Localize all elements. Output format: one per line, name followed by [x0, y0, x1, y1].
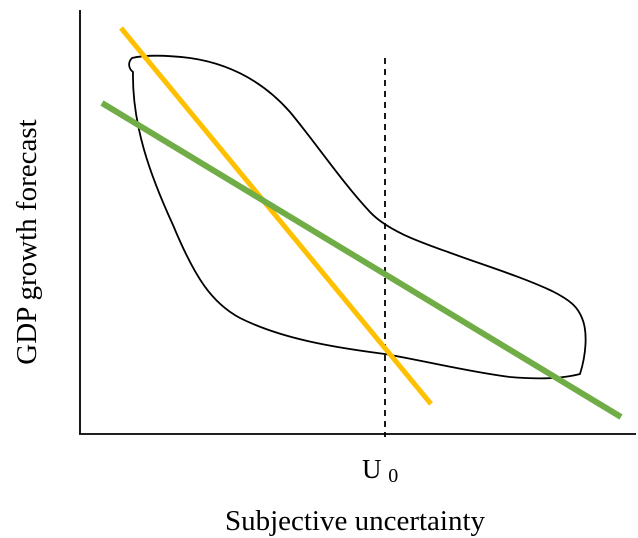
- shallow-trend-line: [100, 100, 623, 420]
- threshold-label-subscript: 0: [388, 465, 398, 487]
- threshold-label-main: U: [362, 454, 382, 484]
- steep-trend-line: [119, 26, 433, 406]
- y-axis-title: GDP growth forecast: [11, 119, 43, 364]
- threshold-label: U 0: [362, 454, 398, 487]
- data-cloud-outline: [128, 54, 587, 380]
- x-axis-title: Subjective uncertainty: [225, 505, 486, 537]
